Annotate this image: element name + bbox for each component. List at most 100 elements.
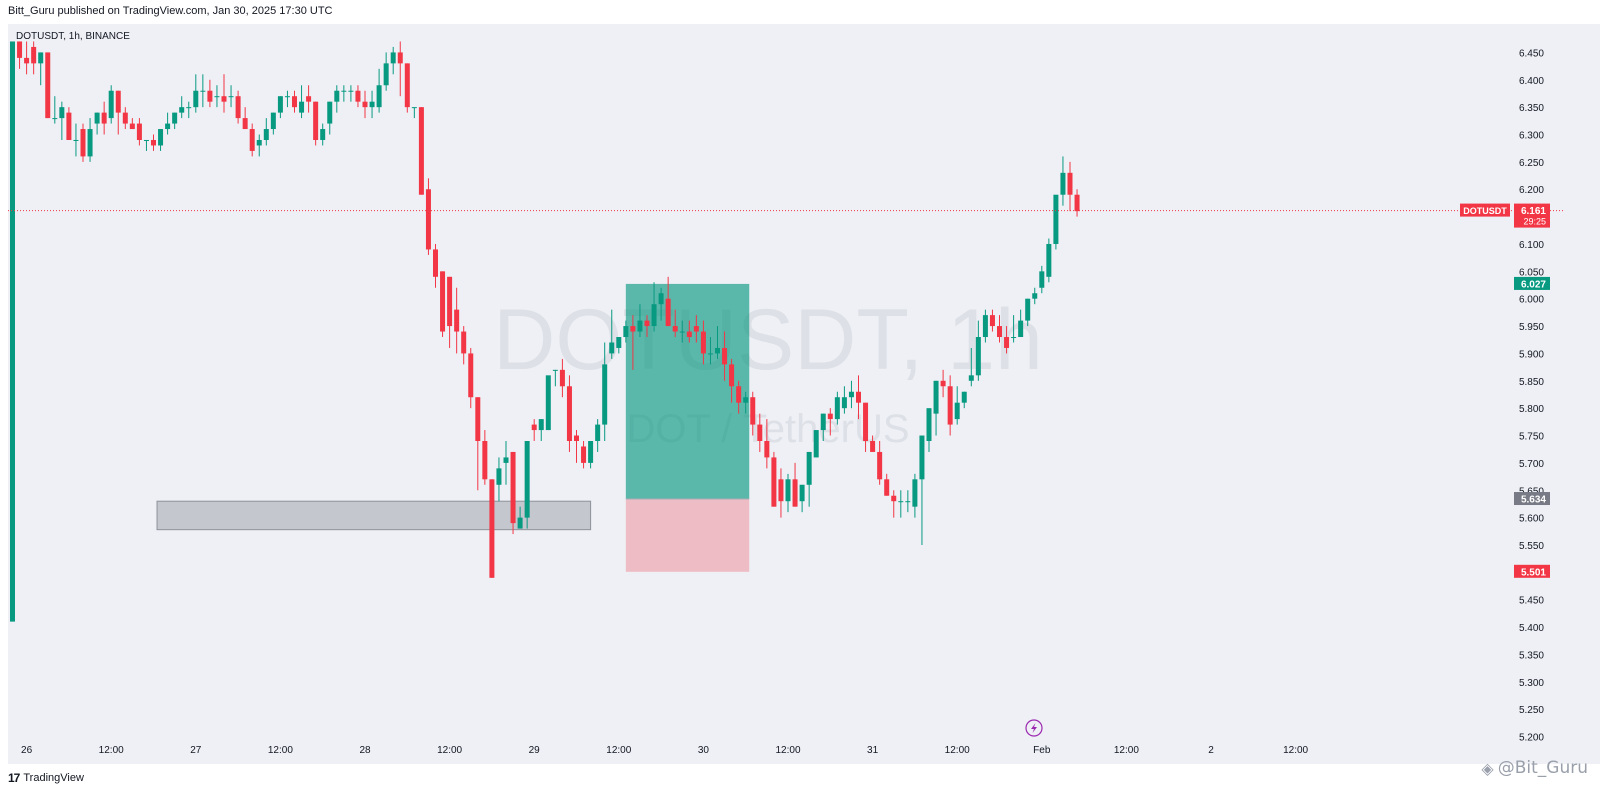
price-tick: 5.600 (1519, 514, 1544, 525)
candle (143, 139, 149, 151)
candle (440, 271, 446, 338)
candle (975, 320, 981, 381)
candle-body (982, 315, 988, 338)
candle (151, 134, 156, 151)
candle-body (320, 129, 326, 140)
candle-body (884, 479, 890, 496)
entry-price-label-text: 5.634 (1521, 495, 1546, 506)
candle (341, 85, 347, 102)
candle-body (214, 96, 220, 98)
candle-body (1053, 194, 1059, 244)
candle-body (376, 85, 382, 108)
price-tick: 5.350 (1519, 650, 1544, 661)
candle-body (101, 112, 107, 124)
candle-body (856, 391, 861, 403)
candle-body (313, 101, 319, 140)
target-price-label-bg (1514, 276, 1550, 290)
candle-body (221, 96, 227, 102)
candle-body (975, 337, 981, 376)
candle-body (545, 375, 551, 431)
price-tick: 5.250 (1519, 705, 1544, 716)
candle (989, 309, 995, 332)
candle-body (292, 96, 297, 108)
candle-body (186, 107, 192, 109)
tradingview-logo[interactable]: 17 TradingView (8, 771, 84, 785)
candle-body (686, 331, 692, 338)
candle-body (404, 63, 410, 108)
time-tick: 12:00 (268, 745, 293, 756)
candle (17, 41, 23, 69)
candle-body (256, 139, 262, 146)
candle (679, 320, 685, 343)
loss-zone (625, 499, 750, 572)
candle-body (17, 41, 23, 58)
tradingview-logo-icon: 17 (8, 771, 20, 785)
price-tick: 5.950 (1519, 322, 1544, 333)
candle-body (707, 353, 713, 355)
candle-body (327, 101, 333, 124)
candle-body (369, 101, 375, 108)
price-tick: 6.450 (1519, 48, 1544, 59)
candle-body (299, 101, 305, 113)
candle (792, 462, 798, 507)
candle (277, 96, 283, 119)
target-price-label-text: 6.027 (1521, 279, 1546, 290)
footer: 17 TradingView ◈ @Bit_Guru (0, 758, 1600, 808)
candle (954, 386, 960, 425)
candle (588, 441, 594, 469)
candle (1060, 156, 1066, 206)
price-tick: 6.050 (1519, 267, 1544, 278)
time-tick: 28 (359, 745, 371, 756)
candle-body (151, 139, 156, 146)
candle-body (672, 326, 678, 332)
candle (461, 326, 467, 365)
candle-body (729, 364, 735, 387)
candle-body (122, 112, 128, 124)
candle-body (45, 52, 51, 119)
candle (870, 435, 876, 452)
candle-body (968, 375, 974, 381)
time-tick: 12:00 (775, 745, 800, 756)
candles (10, 41, 1080, 622)
candle (538, 419, 544, 442)
candle-body (1004, 337, 1010, 348)
candle-body (200, 90, 206, 92)
time-tick: 12:00 (1283, 745, 1308, 756)
price-tick: 5.450 (1519, 596, 1544, 607)
candle-body (940, 380, 946, 387)
candle-body (743, 397, 749, 403)
price-axis: 6.4506.4006.3506.3006.2506.2006.1506.100… (1460, 48, 1550, 744)
candle (172, 112, 178, 130)
candle-body (1011, 337, 1017, 339)
candle (362, 90, 368, 119)
time-tick: 27 (190, 745, 202, 756)
candle (369, 90, 375, 119)
chart-area[interactable]: DOTUSDT, 1h DOT / TetherUS 6.450 6.400 6.35… (8, 24, 1600, 764)
candle (982, 309, 988, 343)
candle (165, 112, 171, 135)
candle (912, 473, 918, 518)
candle (87, 118, 93, 162)
candle-body (334, 90, 340, 102)
candle-body (799, 484, 805, 502)
time-tick: 29 (529, 745, 541, 756)
candle (122, 107, 128, 130)
candle-body (341, 90, 347, 92)
candle-body (1039, 271, 1045, 288)
lightning-icon[interactable] (1025, 719, 1043, 737)
candle (750, 391, 756, 436)
candle-body (383, 63, 389, 86)
candle-body (1025, 298, 1031, 321)
candle-body (228, 96, 234, 98)
candle-body (848, 391, 854, 398)
candle-body (841, 397, 847, 409)
candle-body (165, 123, 171, 130)
last-price-text: 6.161 (1521, 206, 1546, 217)
candle-body (602, 364, 608, 425)
candle (1067, 161, 1073, 212)
candle (856, 375, 861, 420)
time-tick: Feb (1033, 745, 1051, 756)
candle-body (235, 96, 241, 119)
candle-body (637, 320, 643, 332)
